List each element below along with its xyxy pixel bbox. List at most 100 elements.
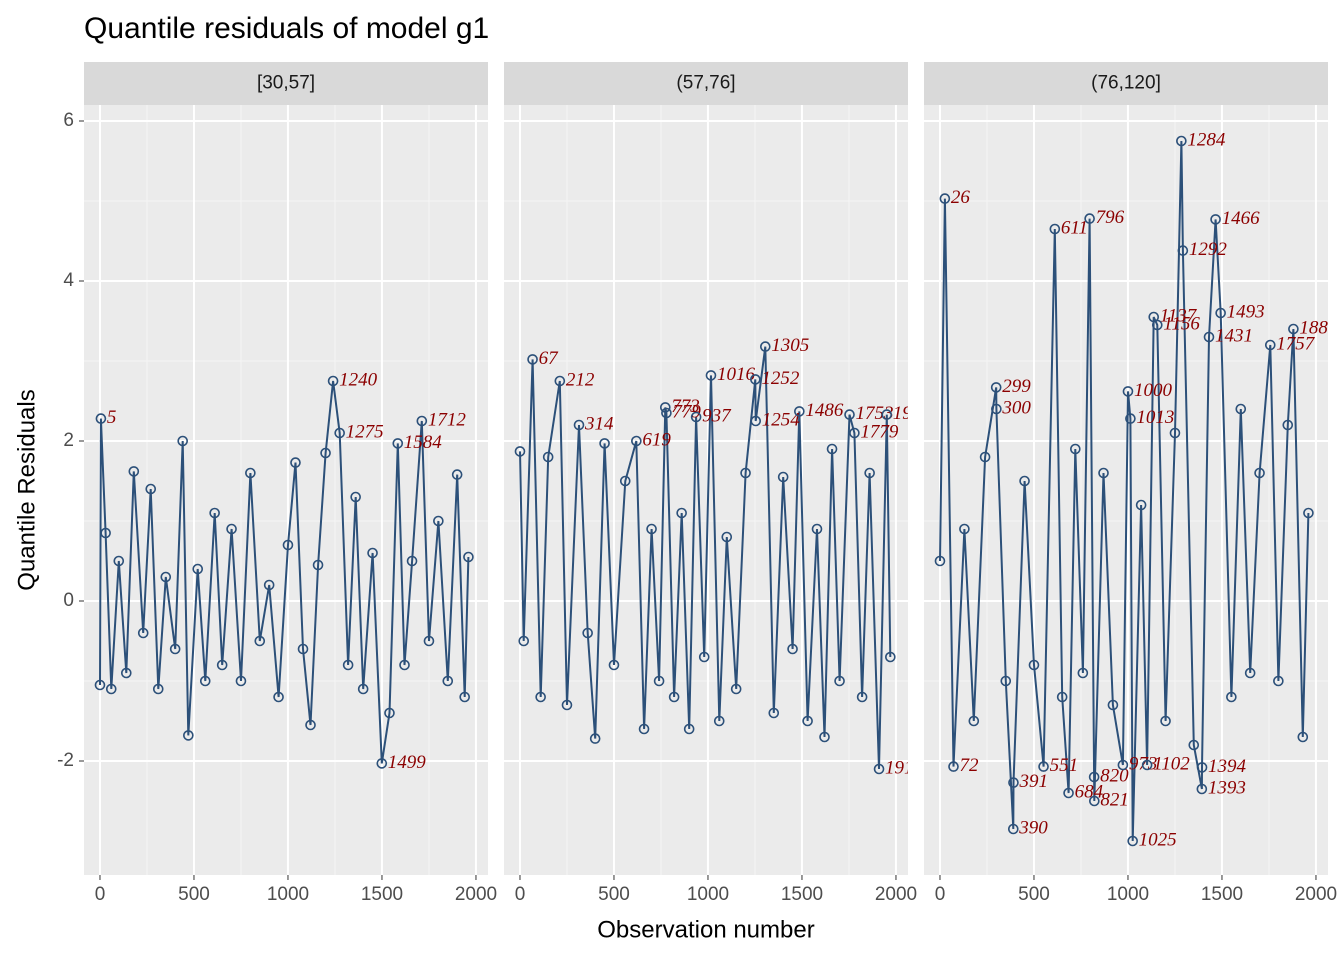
point-label: 1240 xyxy=(339,369,378,390)
x-tick-label: 500 xyxy=(178,884,210,905)
point xyxy=(856,691,868,703)
point xyxy=(113,555,125,567)
point xyxy=(199,675,211,687)
x-tick-label: 1000 xyxy=(267,884,309,905)
point xyxy=(802,715,813,727)
point-label: 5 xyxy=(107,407,117,428)
x-tick-label: 1000 xyxy=(687,884,729,905)
point xyxy=(235,675,247,687)
point xyxy=(1303,507,1314,519)
point-label: 551 xyxy=(1050,755,1079,776)
point xyxy=(885,651,896,663)
strip xyxy=(504,62,908,105)
point xyxy=(1070,443,1081,455)
point xyxy=(934,555,946,567)
point xyxy=(1264,339,1276,351)
point xyxy=(864,467,875,479)
point-label: 1254 xyxy=(762,409,801,430)
point xyxy=(105,683,117,695)
residual-line xyxy=(519,346,892,770)
point xyxy=(357,683,369,695)
point-label: 1779 xyxy=(860,421,899,442)
point xyxy=(290,457,301,468)
point xyxy=(1226,691,1237,703)
point xyxy=(760,341,771,352)
point-label: 1951 xyxy=(893,403,931,424)
point xyxy=(320,447,331,459)
point xyxy=(1127,835,1138,847)
point xyxy=(844,409,855,420)
x-tick-label: 1500 xyxy=(1201,884,1243,905)
point xyxy=(433,515,444,527)
point xyxy=(1000,675,1012,687)
point xyxy=(209,507,220,519)
point-label: 1000 xyxy=(1134,380,1173,401)
point xyxy=(406,555,418,567)
point xyxy=(631,435,642,447)
point xyxy=(1088,771,1100,783)
point-label: 391 xyxy=(1018,771,1048,792)
point xyxy=(713,715,725,727)
point xyxy=(245,467,256,479)
point-label: 1025 xyxy=(1139,829,1177,850)
point xyxy=(177,435,188,447)
point xyxy=(599,438,610,449)
x-tick-label: 500 xyxy=(1018,884,1050,905)
y-tick-label: -2 xyxy=(57,750,74,771)
panel-background xyxy=(504,105,908,875)
point xyxy=(750,415,762,427)
point xyxy=(442,675,454,687)
point-label: 1431 xyxy=(1215,325,1253,346)
point xyxy=(1056,691,1068,703)
point xyxy=(1196,762,1208,773)
point xyxy=(169,643,181,655)
point xyxy=(451,469,463,480)
point xyxy=(1008,777,1019,788)
point-label: 821 xyxy=(1100,789,1129,810)
point xyxy=(561,699,573,711)
point xyxy=(216,659,228,671)
point xyxy=(1215,307,1226,319)
point xyxy=(1007,823,1019,835)
point-label: 611 xyxy=(1061,217,1088,238)
point-label: 1252 xyxy=(761,368,800,389)
point-label: 1013 xyxy=(1136,407,1174,428)
point xyxy=(423,635,435,647)
point xyxy=(683,723,695,735)
point xyxy=(392,438,404,449)
point xyxy=(1117,759,1129,771)
point-label: 1712 xyxy=(428,409,467,430)
x-tick-label: 500 xyxy=(598,884,630,905)
point xyxy=(1107,699,1119,711)
point xyxy=(573,419,585,431)
point xyxy=(554,375,566,387)
point xyxy=(183,730,194,741)
point xyxy=(730,683,742,695)
point xyxy=(768,707,780,719)
point xyxy=(137,627,149,639)
panel-marks: 2672299300390391551611684796820821973100… xyxy=(934,129,1328,850)
panel-background xyxy=(84,105,488,875)
point xyxy=(1063,787,1074,799)
residual-line xyxy=(99,380,470,764)
point-label: 1466 xyxy=(1222,208,1261,229)
point-label: 820 xyxy=(1100,765,1129,786)
point-label: 212 xyxy=(566,369,595,390)
point xyxy=(305,719,316,731)
point-label: 1305 xyxy=(771,335,809,356)
point-label: 1284 xyxy=(1187,129,1226,150)
point xyxy=(849,427,860,439)
x-tick-label: 2000 xyxy=(455,884,497,905)
strip-label: (76,120] xyxy=(1091,73,1161,94)
point xyxy=(459,691,470,703)
point-label: 796 xyxy=(1096,207,1125,228)
point xyxy=(282,539,294,551)
point xyxy=(638,723,650,735)
point-label: 1486 xyxy=(805,400,844,421)
point xyxy=(160,571,172,583)
x-tick-label: 1500 xyxy=(361,884,403,905)
point xyxy=(1125,413,1136,424)
